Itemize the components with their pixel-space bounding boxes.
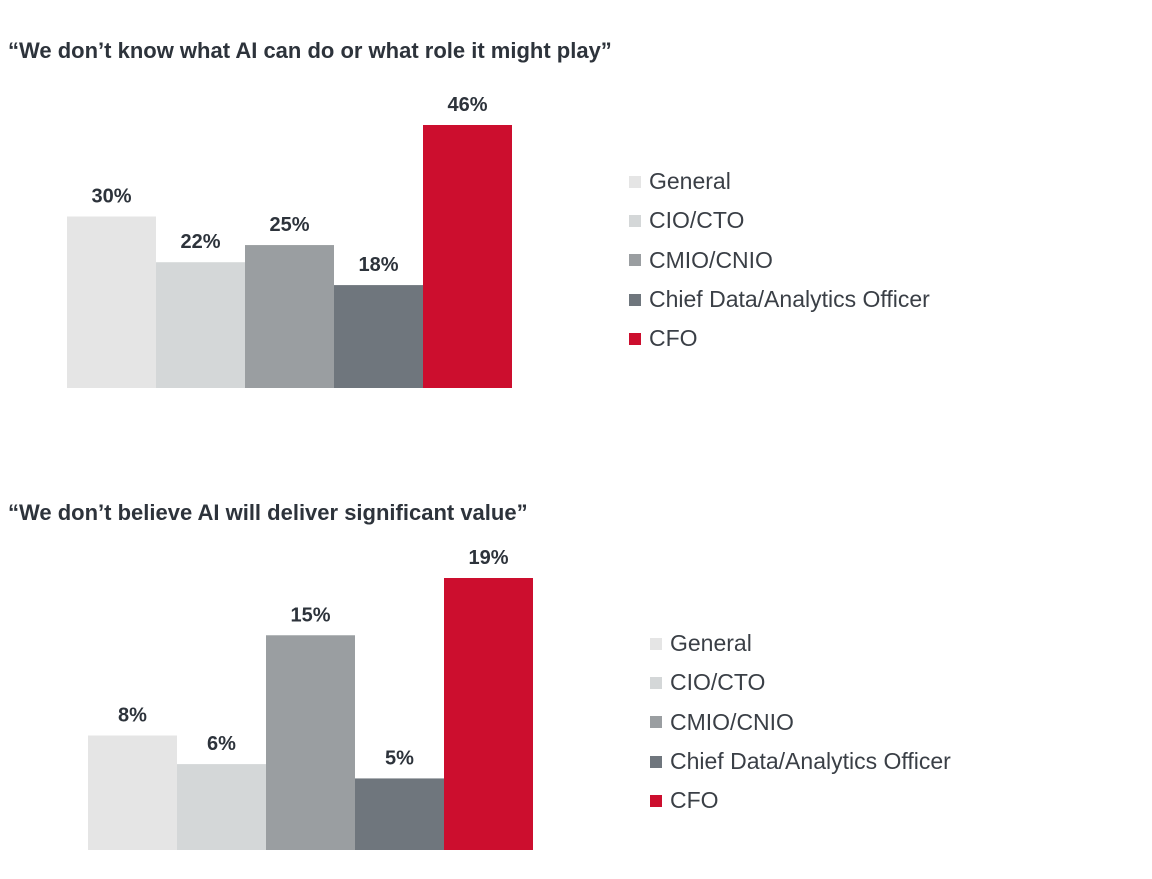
chart-2-title: “We don’t believe AI will deliver signif… [8,500,528,525]
legend-label: General [649,168,731,195]
bar-2 [177,764,266,850]
legend-label: CMIO/CNIO [670,708,794,735]
bar-5 [423,125,512,388]
legend-swatch [650,637,662,650]
chart-2-legend: General CIO/CTO CMIO/CNIO Chief Data/Analyt… [650,624,951,820]
legend-label: CIO/CTO [670,669,766,696]
legend-item: CFO [629,319,930,358]
bar-1 [88,735,177,850]
legend-item: CIO/CTO [629,201,930,240]
legend-item: CFO [650,781,951,820]
legend-label: Chief Data/Analytics Officer [670,748,951,775]
legend-swatch [629,254,641,267]
legend-item: General [629,162,930,201]
chart-1-title: “We don’t know what AI can do or what ro… [8,38,612,63]
bar-4 [334,285,423,388]
legend-item: CMIO/CNIO [629,241,930,280]
chart-2-plot: 8% 6% 15% 5% 19% [88,547,533,850]
bar-3 [266,635,355,850]
data-label: 25% [269,214,309,236]
legend-label: CIO/CTO [649,207,745,234]
legend-item: Chief Data/Analytics Officer [629,280,930,319]
data-label: 30% [91,185,131,207]
data-label: 46% [447,94,487,116]
bar-3 [245,245,334,388]
chart-1-plot: 30% 22% 25% 18% 46% [67,94,512,388]
legend-swatch [650,755,662,768]
chart-1-legend: General CIO/CTO CMIO/CNIO Chief Data/Analyt… [629,162,930,358]
legend-label: Chief Data/Analytics Officer [649,286,930,313]
data-label: 22% [180,231,220,253]
legend-swatch [650,794,662,807]
legend-swatch [650,676,662,689]
data-label: 19% [468,547,508,569]
legend-swatch [629,332,641,345]
legend-item: CIO/CTO [650,663,951,702]
bar-2 [156,262,245,388]
bar-4 [355,778,444,850]
legend-item: General [650,624,951,663]
legend-swatch [629,175,641,188]
legend-swatch [629,214,641,227]
data-label: 18% [358,254,398,276]
bar-1 [67,216,156,388]
legend-label: CFO [670,787,719,814]
data-label: 6% [207,733,236,755]
data-label: 8% [118,704,147,726]
legend-label: CMIO/CNIO [649,246,773,273]
legend-swatch [650,716,662,729]
legend-swatch [629,293,641,306]
legend-item: Chief Data/Analytics Officer [650,742,951,781]
legend-item: CMIO/CNIO [650,703,951,742]
legend-label: CFO [649,325,698,352]
data-label: 5% [385,747,414,769]
data-label: 15% [290,604,330,626]
bar-5 [444,578,533,850]
legend-label: General [670,630,752,657]
